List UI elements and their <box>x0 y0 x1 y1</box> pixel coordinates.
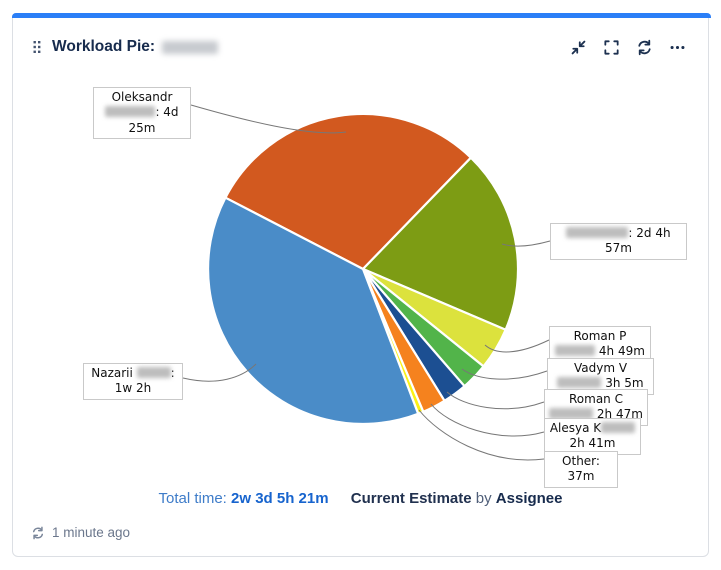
pie-slice-redacted-1[interactable] <box>361 156 520 331</box>
redacted-name-blur <box>601 422 636 433</box>
pie-leader-line-vadym <box>461 368 548 380</box>
workload-pie-gadget: Workload Pie: <box>12 13 711 558</box>
pie-label-roman-p: Roman P 4h 49m <box>549 326 651 363</box>
by-word: by <box>475 490 492 507</box>
gadget-title-redacted <box>162 40 219 54</box>
redacted-name-blur <box>555 345 596 357</box>
refresh-status: 1 minute ago <box>31 525 130 540</box>
redacted-name-blur <box>136 367 171 378</box>
pie-slice-nazarii[interactable] <box>206 196 420 425</box>
gadget-title-text: Workload Pie: <box>52 38 156 55</box>
refresh-icon[interactable] <box>636 39 653 56</box>
pie-chart-area: Oleksandr : 4d 25m : 2d 4h 57m Roman P 4h … <box>13 14 710 558</box>
sync-icon[interactable] <box>31 526 45 540</box>
pie-label-vadym: Vadym V 3h 5m <box>547 358 654 395</box>
pie-leader-line-roman-c <box>446 391 545 410</box>
more-icon[interactable] <box>669 39 686 56</box>
collapse-icon[interactable] <box>570 39 587 56</box>
chart-footer: Total time: 2w 3d 5h 21m Current Estimat… <box>13 490 708 507</box>
redacted-name-blur <box>549 408 594 420</box>
pie-leader-line-redacted-1 <box>501 240 551 247</box>
pie-slice-oleksandr[interactable] <box>224 112 472 271</box>
gadget-header: Workload Pie: <box>33 36 686 58</box>
gadget-actions <box>570 39 686 56</box>
redacted-name-blur <box>566 227 629 238</box>
pie-leader-line-alesya <box>430 403 545 437</box>
redacted-name-blur <box>105 106 156 118</box>
pie-label-oleksandr: Oleksandr : 4d 25m <box>93 87 191 140</box>
pie-leader-line-nazarii <box>182 363 257 382</box>
estimate-field-value: Current Estimate <box>350 490 472 507</box>
pie-label-alesya: Alesya K 2h 41m <box>544 418 641 455</box>
pie-leader-line-other <box>418 409 545 461</box>
pie-label-nazarii: Nazarii : 1w 2h <box>83 363 183 400</box>
drag-handle-icon[interactable] <box>33 40 41 54</box>
total-time-label: Total time: <box>158 490 227 507</box>
redacted-name-blur <box>557 377 602 389</box>
fullscreen-icon[interactable] <box>603 39 620 56</box>
gadget-title: Workload Pie: <box>52 38 219 56</box>
pie-label-other: Other: 37m <box>544 451 618 488</box>
pie-leader-line-roman-p <box>484 339 550 353</box>
last-updated-text: 1 minute ago <box>52 525 131 540</box>
gadget-accent-bar <box>12 13 711 18</box>
pie-label-redacted-1: : 2d 4h 57m <box>550 223 687 260</box>
pie-leader-line-oleksandr <box>190 104 347 134</box>
pie-chart-svg <box>182 104 551 461</box>
group-by-value: Assignee <box>495 490 563 507</box>
total-time-value: 2w 3d 5h 21m <box>231 490 329 507</box>
